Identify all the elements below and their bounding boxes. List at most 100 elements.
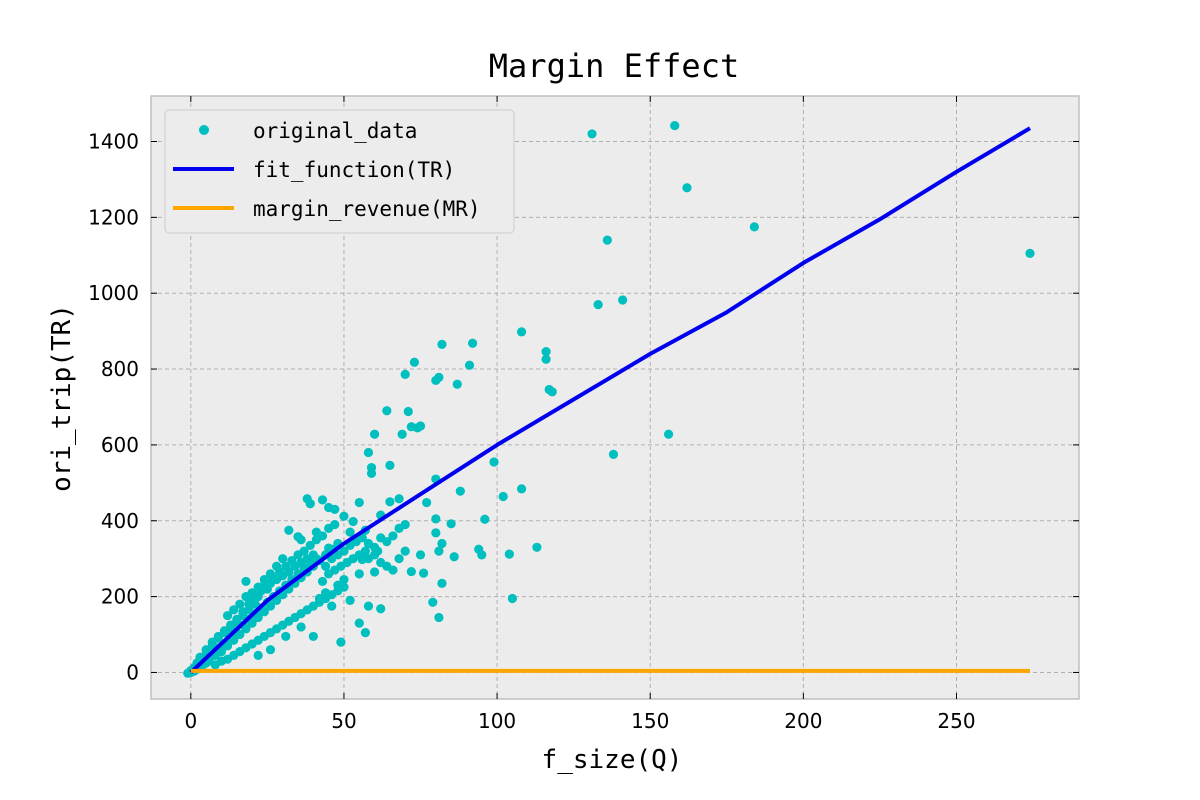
data-point (229, 605, 239, 615)
x-tick-label: 200 (784, 709, 822, 733)
data-point (369, 550, 380, 560)
data-point (406, 422, 416, 432)
fit-function-line (189, 126, 1032, 674)
data-point (422, 497, 432, 508)
data-point (480, 514, 490, 524)
data-point (608, 449, 619, 459)
data-point (449, 552, 459, 562)
y-tick-label: 400 (101, 509, 139, 533)
data-point (400, 519, 410, 530)
data-point (360, 628, 370, 638)
data-point (253, 650, 263, 660)
data-point (213, 633, 223, 643)
data-point (504, 549, 514, 559)
y-tick-label: 1000 (88, 281, 139, 305)
data-point (532, 542, 542, 552)
data-point (284, 567, 294, 577)
legend-box (164, 109, 515, 234)
data-point (431, 514, 441, 524)
data-point (400, 369, 410, 379)
data-point (1025, 248, 1035, 258)
data-point (477, 550, 487, 560)
data-point (464, 360, 475, 370)
data-point (382, 537, 392, 547)
data-point (330, 504, 340, 514)
data-point (296, 535, 306, 545)
data-point (317, 495, 328, 505)
data-point (363, 601, 374, 611)
data-point (498, 491, 508, 502)
data-point (593, 299, 603, 310)
data-point (434, 546, 444, 556)
x-axis-label: f_size(Q) (542, 745, 683, 775)
data-point (317, 576, 328, 587)
data-point (308, 631, 318, 642)
data-point (305, 540, 315, 551)
chart-title: Margin Effect (489, 47, 739, 85)
y-tick-label: 200 (101, 585, 139, 609)
data-point (467, 338, 478, 348)
data-point (305, 499, 315, 509)
data-point (339, 582, 349, 592)
data-point (296, 622, 306, 632)
data-point (406, 566, 416, 577)
data-point (663, 429, 674, 439)
y-tick-label: 1400 (88, 130, 139, 154)
data-point (339, 546, 349, 556)
data-point (369, 429, 380, 439)
y-tick-label: 1200 (88, 205, 139, 229)
data-point (428, 597, 438, 607)
data-point (238, 607, 248, 617)
y-tick-label: 800 (101, 357, 139, 381)
data-point (400, 546, 410, 556)
data-point (369, 567, 380, 577)
data-point (418, 568, 429, 578)
data-point (541, 347, 551, 357)
data-point (354, 569, 364, 579)
data-point (409, 357, 419, 367)
data-point (547, 387, 557, 397)
data-point (434, 372, 444, 382)
data-point (382, 406, 392, 416)
data-point (516, 484, 527, 494)
data-point (489, 457, 499, 467)
data-point (397, 429, 407, 439)
scatter-points (183, 120, 1035, 678)
legend: original_data fit_function(TR) margin_re… (164, 109, 515, 234)
fit-lines (189, 126, 1032, 674)
data-point (241, 576, 251, 587)
data-point (369, 542, 380, 552)
legend-label-fit-function: fit_function(TR) (253, 158, 455, 182)
data-point (354, 618, 364, 628)
data-point (265, 645, 276, 655)
data-point (749, 222, 759, 232)
data-point (284, 525, 294, 535)
x-tick-label: 0 (184, 709, 197, 733)
data-point (222, 610, 233, 621)
data-point (602, 235, 612, 245)
data-point (452, 379, 462, 389)
data-point (278, 554, 288, 564)
data-point (354, 497, 364, 508)
data-point (327, 601, 337, 611)
data-point (235, 599, 245, 609)
data-point (431, 528, 441, 538)
data-point (339, 574, 349, 585)
data-point (345, 595, 355, 605)
data-point (317, 531, 328, 541)
data-point (403, 406, 413, 417)
data-point (437, 339, 447, 350)
data-point (330, 519, 340, 530)
legend-label-original-data: original_data (253, 119, 417, 143)
y-axis-label: ori_trip(TR) (47, 304, 77, 492)
data-point (345, 527, 355, 537)
legend-marker-original-data (199, 125, 209, 135)
y-tick-label: 600 (101, 433, 139, 457)
data-point (388, 565, 398, 575)
data-point (415, 421, 426, 431)
data-point (385, 497, 395, 507)
data-point (281, 631, 291, 642)
data-point (618, 295, 628, 305)
data-point (670, 120, 680, 131)
